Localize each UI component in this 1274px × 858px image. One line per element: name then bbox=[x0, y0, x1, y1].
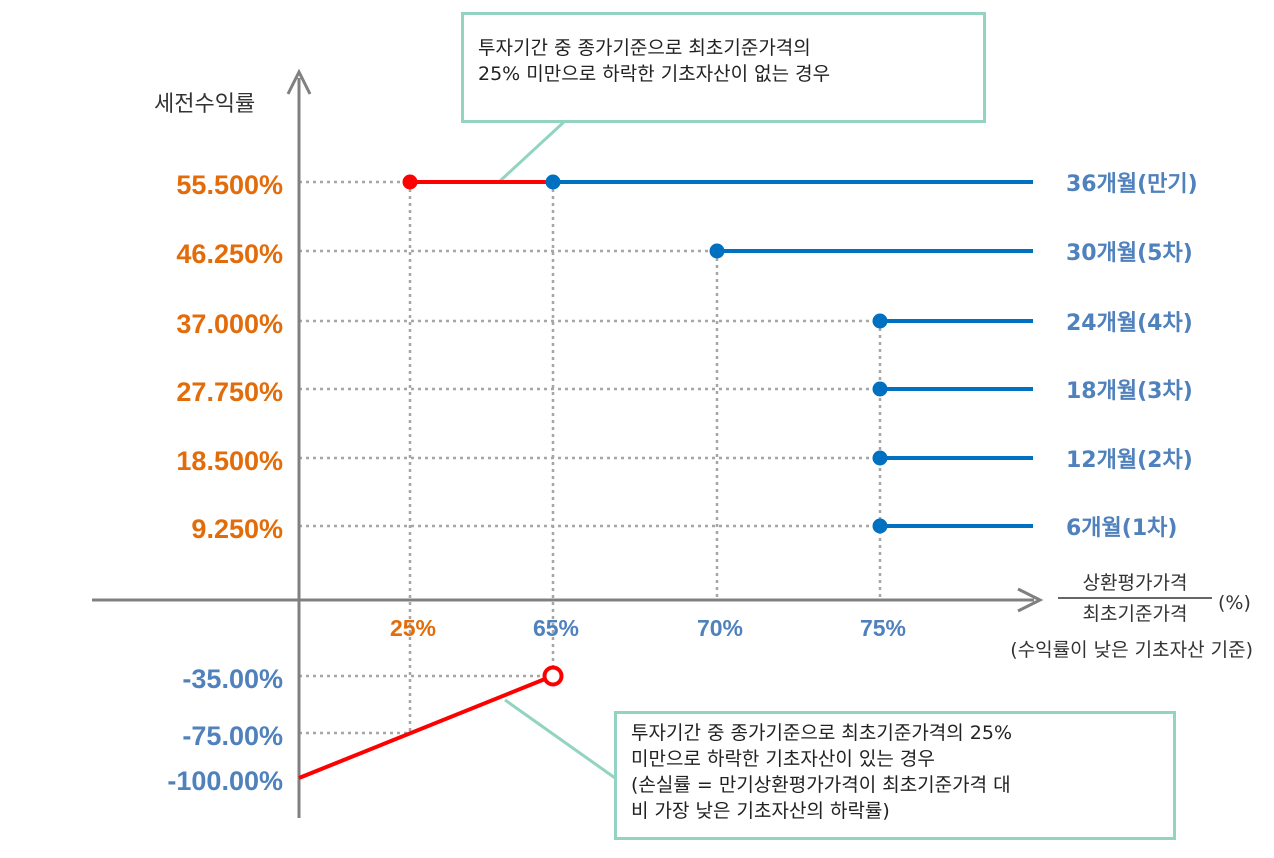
red-loss-end-point bbox=[542, 665, 564, 687]
annotation-bottom-line-4: 비 가장 낮은 기초자산의 하락률) bbox=[631, 800, 890, 822]
series-label: 24개월(4차) bbox=[1066, 311, 1193, 336]
annotation-bottom-line-3: (손실률 = 만기상환평가가격이 최초기준가격 대 bbox=[631, 774, 1011, 796]
x-tick-label: 65% bbox=[533, 615, 579, 641]
x-tick-label: 75% bbox=[860, 615, 906, 641]
callout-leaders bbox=[498, 119, 633, 792]
x-axis-title-note: (수익률이 낮은 기초자산 기준) bbox=[1010, 639, 1253, 661]
top-callout-leader bbox=[498, 119, 567, 183]
y-tick-label: 9.250% bbox=[191, 514, 283, 544]
y-tick-label: -100.00% bbox=[167, 766, 283, 796]
x-tick-label: 25% bbox=[390, 615, 436, 641]
red-upper-start-point bbox=[402, 174, 418, 190]
series-point bbox=[872, 313, 888, 329]
annotation-top-line-2: 25% 미만으로 하락한 기초자산이 없는 경우 bbox=[478, 63, 831, 85]
series-label: 6개월(1차) bbox=[1066, 516, 1177, 541]
x-axis-arrow-icon bbox=[1017, 587, 1044, 613]
series-point bbox=[545, 174, 561, 190]
series-point bbox=[872, 518, 888, 534]
series-point bbox=[872, 381, 888, 397]
series-label: 36개월(만기) bbox=[1066, 172, 1198, 197]
red-loss-line bbox=[298, 677, 546, 780]
annotation-bottom-line-2: 미만으로 하락한 기초자산이 있는 경우 bbox=[631, 748, 935, 770]
axis-titles: 세전수익률 상환평가가격 최초기준가격 (%) (수익률이 낮은 기초자산 기준… bbox=[154, 92, 1253, 661]
y-tick-label: 37.000% bbox=[176, 309, 283, 339]
y-tick-label: 18.500% bbox=[176, 446, 283, 476]
annotation-bottom: 투자기간 중 종가기준으로 최초기준가격의 25% 미만으로 하락한 기초자산이… bbox=[614, 711, 1176, 840]
annotation-top-line-1: 투자기간 중 종가기준으로 최초기준가격의 bbox=[478, 37, 811, 59]
annotation-top: 투자기간 중 종가기준으로 최초기준가격의 25% 미만으로 하락한 기초자산이… bbox=[461, 12, 986, 123]
series-label: 30개월(5차) bbox=[1066, 241, 1193, 266]
series: 36개월(만기) 30개월(5차) 24개월(4차) 18개월(3차) 12개월(2차)… bbox=[298, 172, 1198, 780]
series-point bbox=[872, 450, 888, 466]
x-axis-title-denominator: 최초기준가격 bbox=[1083, 603, 1188, 625]
series-label: 12개월(2차) bbox=[1066, 448, 1193, 473]
axes bbox=[92, 68, 1044, 818]
y-tick-label: -75.00% bbox=[182, 721, 283, 751]
series-point bbox=[709, 243, 725, 259]
bottom-callout-leader bbox=[504, 698, 633, 792]
y-tick-label: 46.250% bbox=[176, 239, 283, 269]
y-axis-title: 세전수익률 bbox=[154, 92, 255, 117]
x-axis-title-unit: (%) bbox=[1218, 592, 1251, 614]
x-tick-label: 70% bbox=[697, 615, 743, 641]
gridlines bbox=[299, 180, 882, 735]
series-label: 18개월(3차) bbox=[1066, 379, 1193, 404]
y-tick-label: 27.750% bbox=[176, 377, 283, 407]
y-axis-arrow-icon bbox=[286, 68, 312, 95]
y-tick-label: 55.500% bbox=[176, 170, 283, 200]
annotation-bottom-line-1: 투자기간 중 종가기준으로 최초기준가격의 25% bbox=[631, 722, 1013, 744]
tick-labels: 55.500% 46.250% 37.000% 27.750% 18.500% 9.250… bbox=[167, 170, 906, 796]
y-tick-label: -35.00% bbox=[182, 664, 283, 694]
x-axis-title-numerator: 상환평가가격 bbox=[1083, 572, 1188, 594]
